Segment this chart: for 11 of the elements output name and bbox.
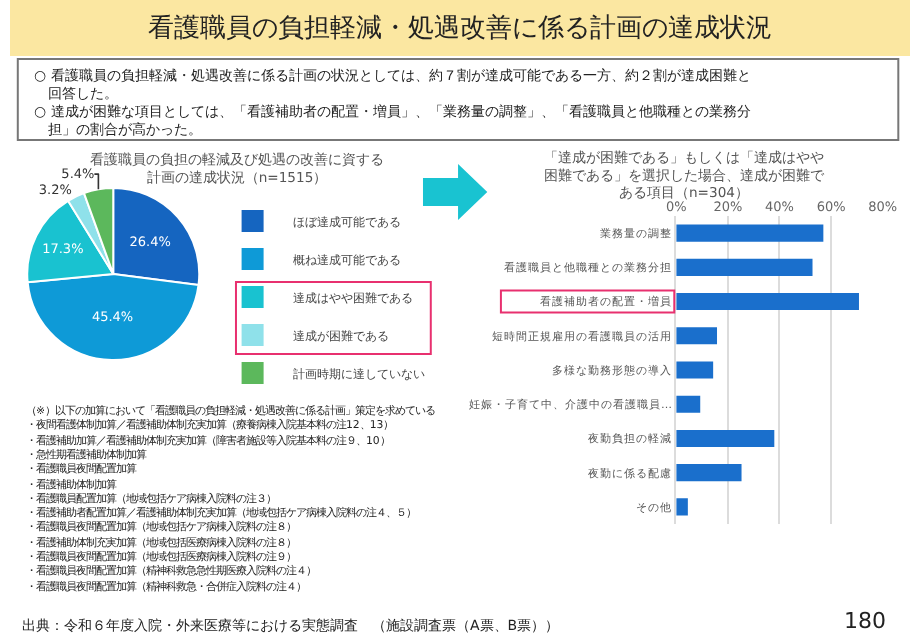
bar [676,429,775,447]
bar [676,293,859,311]
bar [676,224,824,242]
bar [676,464,742,482]
text: 180 [844,608,886,634]
text: 看護職員の負担軽減・処遇改善に係る計画の達成状況 [148,12,772,44]
bar [676,498,688,516]
bar [676,258,813,276]
bar [676,327,718,345]
bar [676,395,701,413]
bar [676,361,714,379]
